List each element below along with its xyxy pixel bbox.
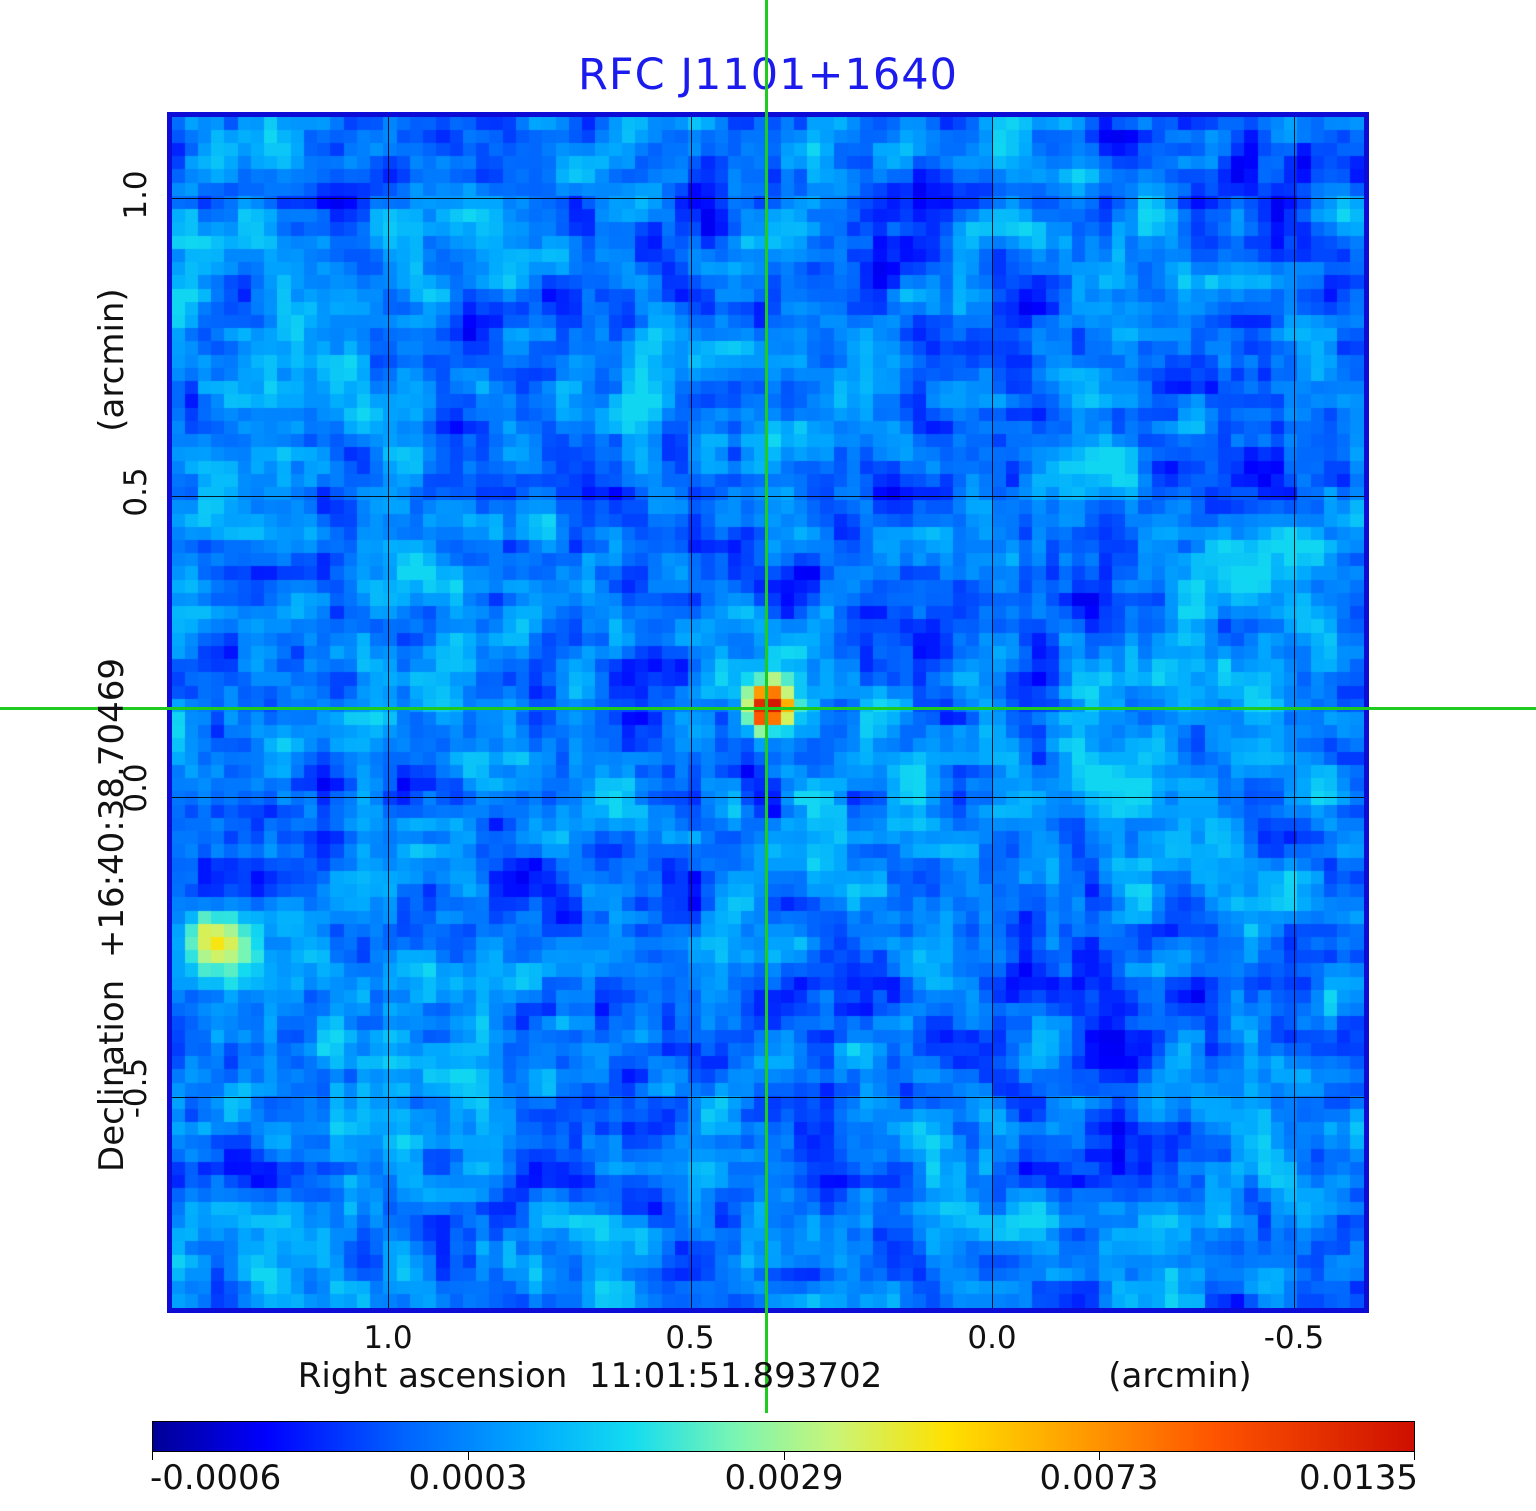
grid-line-vertical: [690, 117, 692, 1308]
colorbar-tick: [784, 1452, 785, 1460]
y-axis-title: Declination +16:40:38.70469: [92, 658, 132, 1172]
grid-line-horizontal: [172, 495, 1364, 497]
sky-map-plot: [167, 112, 1369, 1313]
colorbar-tick: [1414, 1452, 1415, 1460]
colorbar-tick: [468, 1452, 469, 1460]
y-axis-unit: (arcmin): [92, 288, 132, 432]
colorbar-gradient: [152, 1421, 1415, 1452]
colorbar-tick: [1099, 1452, 1100, 1460]
grid-line-horizontal: [172, 1097, 1364, 1099]
crosshair-horizontal-line: [0, 707, 1536, 710]
x-axis-tick-label: 0.0: [967, 1320, 1017, 1356]
colorbar-tick-label: -0.0006: [150, 1458, 282, 1498]
x-axis-tick-label: -0.5: [1263, 1320, 1325, 1356]
y-axis-tick-label: 0.5: [118, 467, 154, 517]
grid-line-vertical: [1293, 117, 1295, 1308]
page-title: RFC J1101+1640: [578, 50, 958, 100]
x-axis-tick-label: 0.5: [665, 1320, 715, 1356]
y-axis-tick-label: 1.0: [118, 170, 154, 220]
x-axis-tick-label: 1.0: [363, 1320, 413, 1356]
x-axis-title: Right ascension 11:01:51.893702: [297, 1356, 883, 1396]
colorbar-tick-label: 0.0135: [1299, 1458, 1418, 1498]
grid-line-horizontal: [172, 197, 1364, 199]
crosshair-vertical-line: [765, 0, 768, 1413]
colorbar-tick: [152, 1452, 153, 1460]
colorbar-tick-label: 0.0003: [408, 1458, 528, 1498]
grid-line-vertical: [992, 117, 994, 1308]
sky-map-canvas: [172, 117, 1364, 1308]
x-axis-unit: (arcmin): [1108, 1356, 1252, 1396]
grid-line-vertical: [387, 117, 389, 1308]
colorbar-tick-label: 0.0073: [1039, 1458, 1159, 1498]
colorbar-tick-label: 0.0029: [724, 1458, 844, 1498]
grid-line-horizontal: [172, 797, 1364, 799]
